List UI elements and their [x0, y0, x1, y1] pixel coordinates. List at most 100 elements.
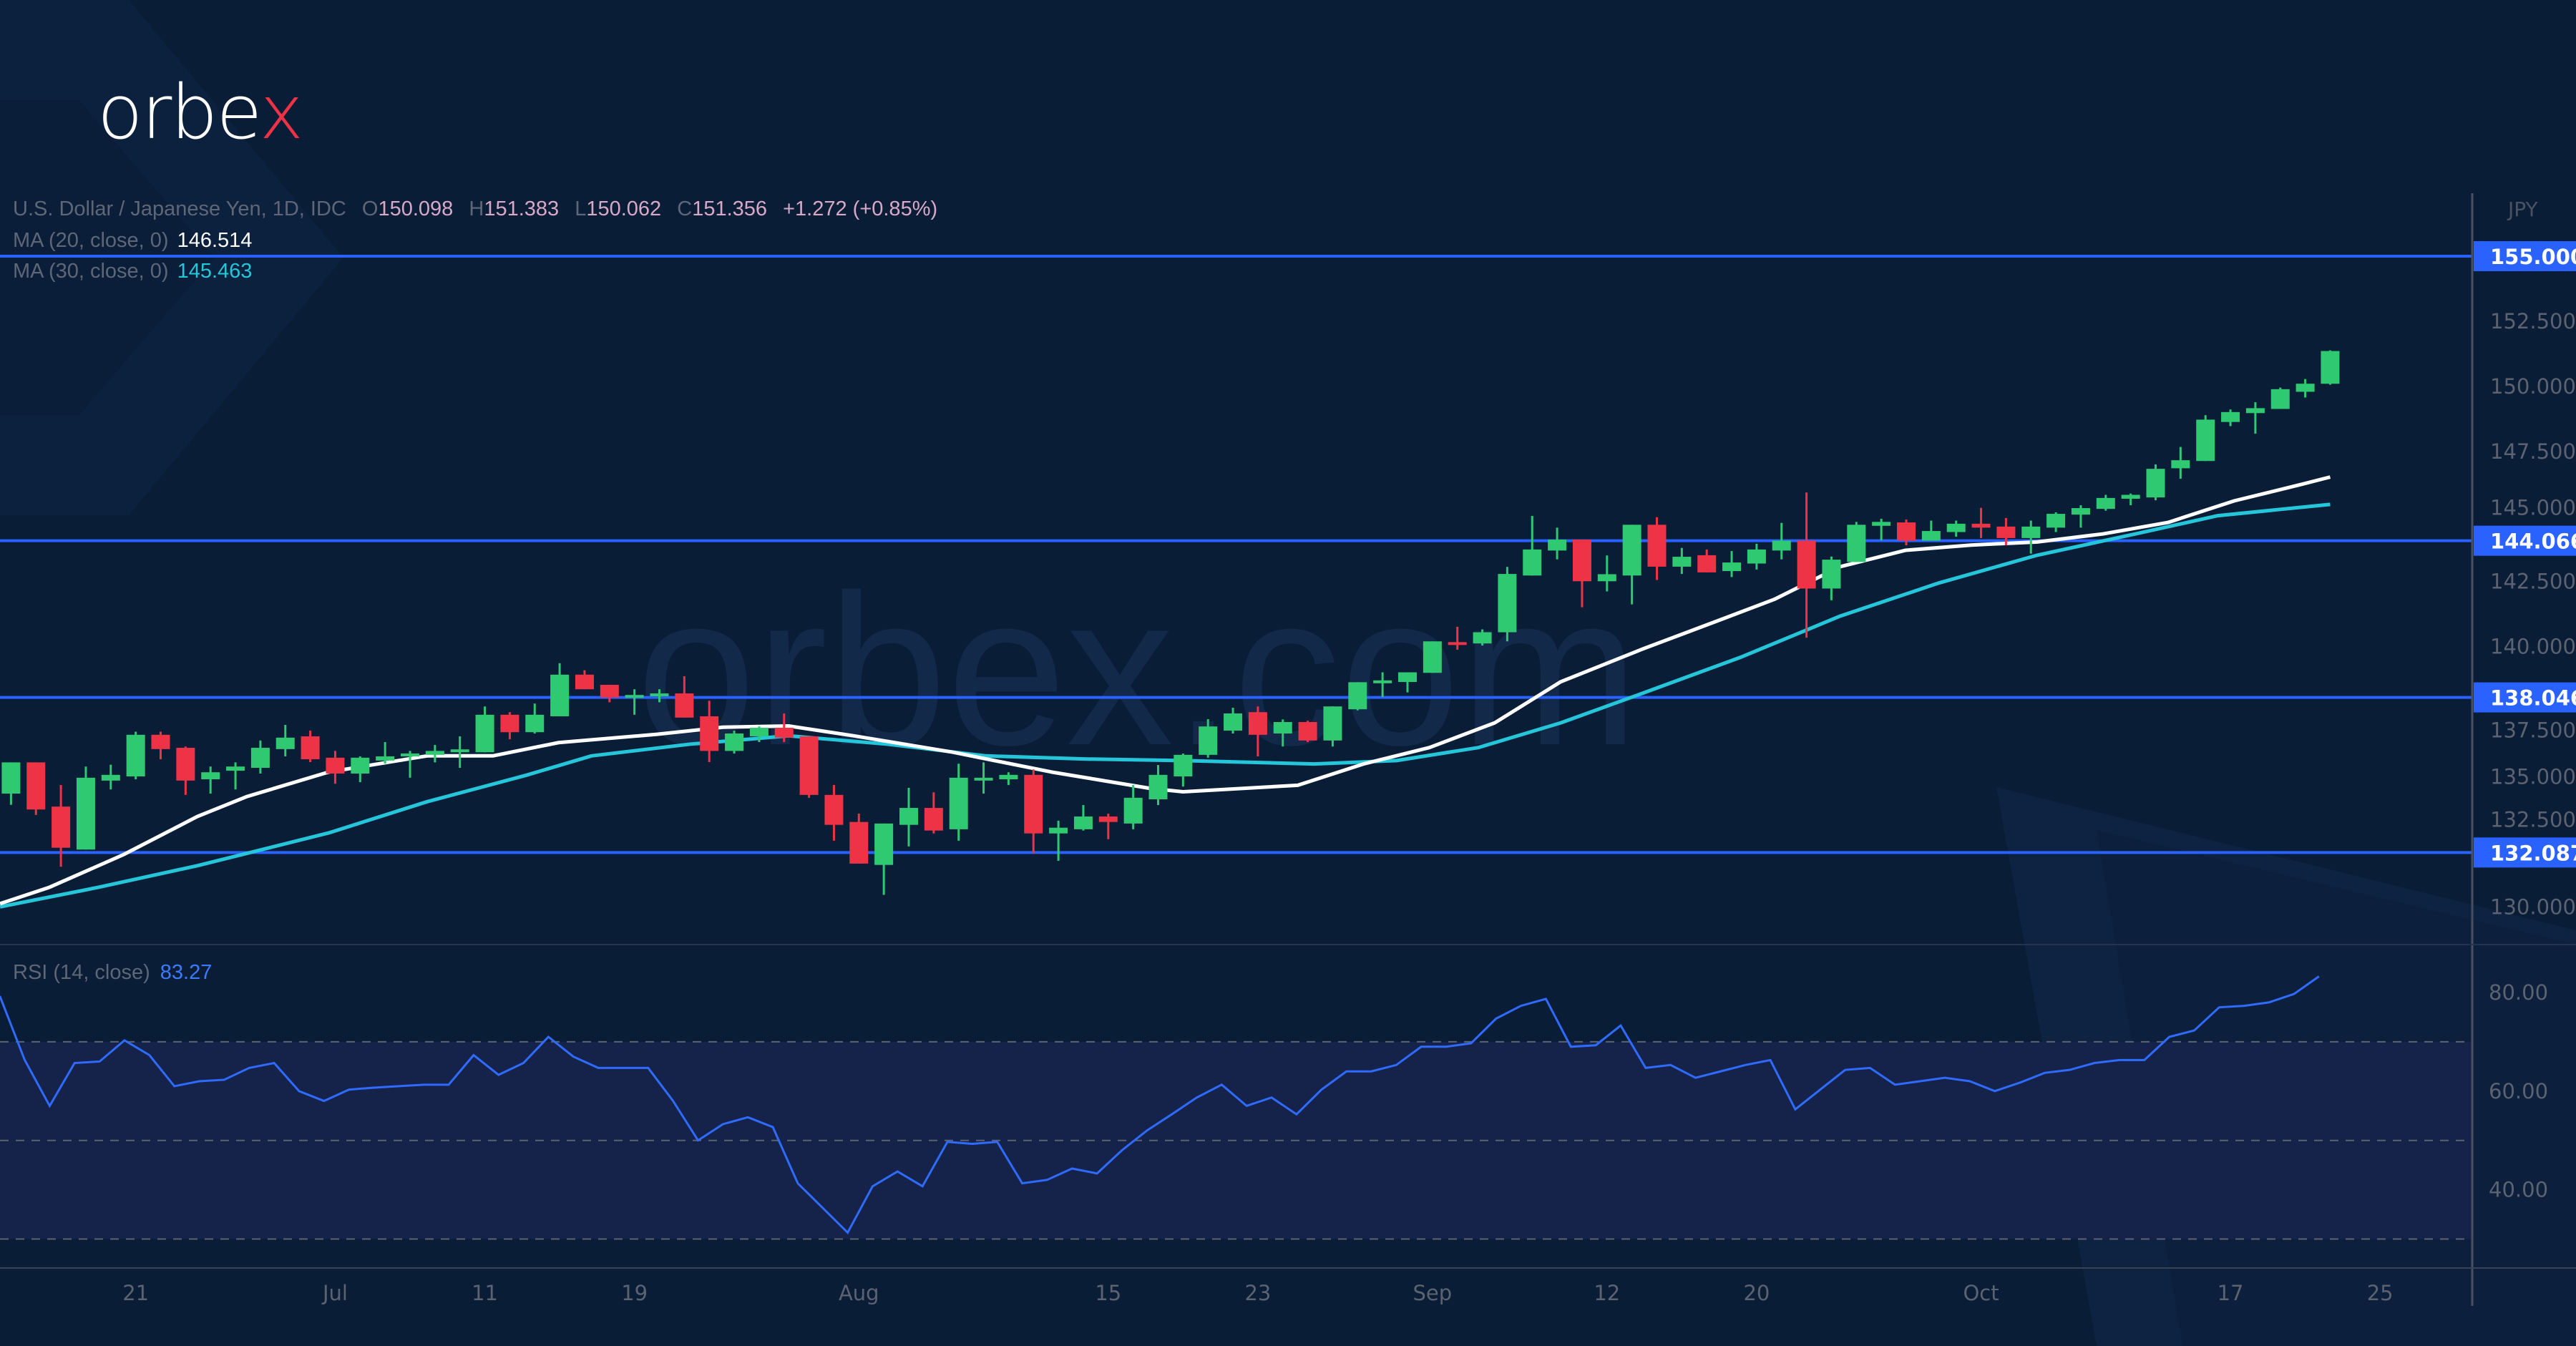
- candle-down: [1024, 774, 1043, 834]
- candle-down: [924, 808, 943, 831]
- candle-up: [1498, 574, 1517, 633]
- candle-down: [1897, 522, 1916, 541]
- price-tick-label: 132.500: [2490, 807, 2576, 832]
- candle-up: [899, 808, 918, 825]
- open-label: O: [361, 197, 379, 220]
- time-tick-label: 15: [1095, 1281, 1121, 1305]
- candle-down: [774, 728, 794, 738]
- candle-down: [176, 748, 195, 781]
- level-label-bg: [2474, 525, 2576, 556]
- candle-up: [1473, 632, 1492, 644]
- candle-up: [725, 733, 744, 751]
- level-label-bg: [2474, 682, 2576, 713]
- level-label-bg: [2474, 837, 2576, 868]
- candle-up: [1423, 641, 1442, 673]
- ma30-value: 145.463: [177, 260, 253, 283]
- candle-down: [52, 806, 71, 848]
- rsi-value: 83.27: [160, 961, 213, 984]
- symbol-legend: U.S. Dollar / Japanese Yen, 1D, IDC O150…: [13, 197, 937, 221]
- candle-down: [700, 716, 719, 751]
- candle-up: [2046, 514, 2066, 528]
- candle-up: [974, 777, 993, 781]
- low-label: L: [575, 197, 587, 220]
- candle-up: [450, 749, 469, 753]
- watermark: orbex.com: [637, 550, 1639, 790]
- candle-up: [2221, 411, 2240, 422]
- candle-down: [151, 734, 170, 749]
- candle-up: [1199, 726, 1218, 755]
- candles: [1, 350, 2340, 895]
- candle-up: [1, 762, 21, 794]
- candle-up: [1597, 574, 1616, 582]
- candle-up: [1523, 549, 1542, 576]
- time-tick-label: 23: [1244, 1281, 1271, 1305]
- price-tick-label: 142.500: [2490, 570, 2576, 594]
- change-value: +1.272 (+0.85%): [783, 197, 938, 220]
- time-tick-label: Oct: [1963, 1281, 1999, 1305]
- candle-down: [1697, 555, 1717, 572]
- time-tick-label: Jul: [321, 1281, 348, 1305]
- candle-down: [1298, 722, 1317, 741]
- candle-up: [650, 693, 669, 697]
- time-tick-label: Aug: [839, 1281, 879, 1305]
- candle-up: [2321, 351, 2340, 384]
- candle-up: [2245, 408, 2265, 414]
- candle-up: [2096, 497, 2115, 509]
- candle-up: [1224, 713, 1243, 731]
- time-tick-label: 25: [2367, 1281, 2394, 1305]
- candle-up: [76, 777, 95, 850]
- candle-down: [1647, 525, 1667, 567]
- price-tick-label: 137.500: [2490, 718, 2576, 743]
- candle-up: [2021, 526, 2041, 538]
- candle-up: [401, 754, 419, 757]
- rsi-legend: RSI (14, close) 83.27: [13, 961, 212, 985]
- candle-down: [799, 736, 819, 795]
- candle-up: [625, 695, 644, 698]
- rsi-label: RSI (14, close): [13, 961, 150, 984]
- candle-up: [275, 737, 295, 749]
- candle-up: [1548, 540, 1567, 551]
- candle-up: [250, 748, 270, 769]
- candle-up: [126, 734, 145, 777]
- candle-up: [1123, 797, 1143, 824]
- candle-up: [2121, 494, 2140, 499]
- candle-up: [949, 777, 968, 829]
- symbol-name: U.S. Dollar / Japanese Yen, 1D, IDC: [13, 197, 346, 220]
- time-tick-label: 21: [122, 1281, 149, 1305]
- candle-up: [475, 714, 494, 753]
- level-label: 155.000: [2490, 245, 2576, 269]
- candle-down: [600, 685, 619, 698]
- price-tick-label: 150.000: [2490, 374, 2576, 399]
- candle-up: [749, 728, 769, 737]
- candle-up: [1174, 754, 1193, 777]
- candle-up: [101, 774, 120, 781]
- axes: JPY 152.500 150.000 147.500 145.000 142.500 14…: [0, 193, 2576, 1306]
- time-tick-label: 20: [1743, 1281, 1770, 1305]
- open-value: 150.098: [378, 197, 454, 220]
- candle-up: [1847, 525, 1866, 562]
- candle-up: [2071, 508, 2090, 515]
- level-label: 132.087: [2490, 841, 2576, 865]
- ma20-line: [0, 475, 2331, 906]
- candle-up: [351, 757, 370, 774]
- time-tick-label: 11: [472, 1281, 498, 1305]
- time-tick-label: 12: [1594, 1281, 1620, 1305]
- rsi-tick-label: 60.00: [2489, 1079, 2548, 1103]
- candle-up: [1373, 680, 1392, 683]
- candle-down: [675, 693, 694, 718]
- candle-up: [1921, 531, 1941, 541]
- rsi-pane: [0, 975, 2472, 1240]
- level-label-bg: [2474, 241, 2576, 271]
- rsi-tick-label: 40.00: [2489, 1178, 2548, 1202]
- time-tick-label: Sep: [1413, 1281, 1453, 1305]
- price-tick-label: 147.500: [2490, 439, 2576, 464]
- rsi-tick-label: 80.00: [2489, 980, 2548, 1005]
- candle-up: [2296, 384, 2315, 392]
- orbex-logo: orbex: [97, 69, 303, 156]
- candle-up: [1822, 560, 1841, 589]
- candle-up: [2196, 419, 2215, 462]
- candle-up: [2270, 389, 2290, 409]
- candle-down: [26, 762, 46, 810]
- candle-down: [1971, 523, 1991, 528]
